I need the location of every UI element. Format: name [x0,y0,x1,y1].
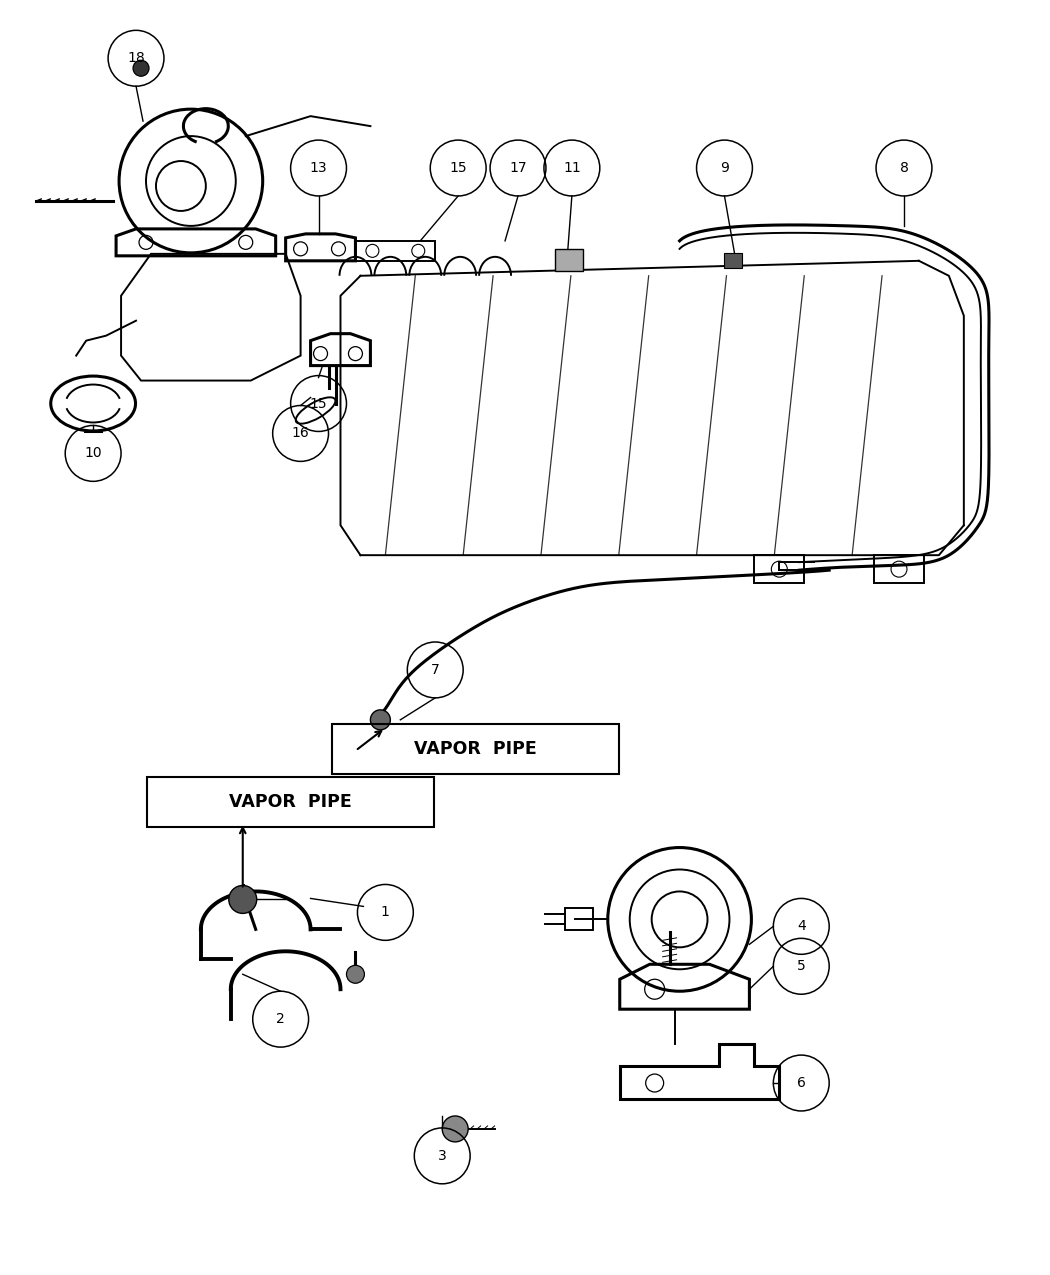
Bar [724,252,742,268]
Text: VAPOR  PIPE: VAPOR PIPE [414,740,537,757]
Text: 10: 10 [84,446,102,460]
Text: 5: 5 [797,959,805,973]
Bar [754,555,804,583]
Text: 2: 2 [276,1012,285,1026]
Text: 18: 18 [127,51,145,65]
Text: 1: 1 [381,905,390,919]
Text: 13: 13 [310,161,328,175]
Bar [874,555,924,583]
Text: 6: 6 [797,1076,805,1090]
Text: 7: 7 [430,663,440,677]
Text: 16: 16 [292,426,310,440]
Text: 17: 17 [509,161,527,175]
Text: 15: 15 [449,161,467,175]
Text: 11: 11 [563,161,581,175]
Text: VAPOR  PIPE: VAPOR PIPE [229,793,352,811]
Text: 8: 8 [900,161,908,175]
Circle shape [371,710,391,729]
Bar [565,908,593,931]
Circle shape [442,1116,468,1142]
Text: 3: 3 [438,1149,446,1163]
Circle shape [229,885,256,913]
Text: 15: 15 [310,397,328,411]
Text: 9: 9 [720,161,729,175]
Circle shape [346,965,364,983]
Bar [554,249,583,270]
Text: 4: 4 [797,919,805,933]
Circle shape [133,60,149,76]
